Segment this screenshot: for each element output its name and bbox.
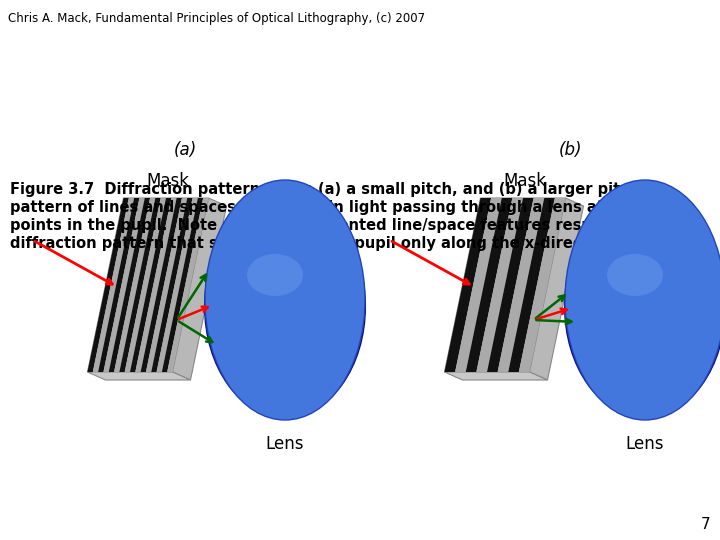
Polygon shape: [444, 198, 491, 372]
Polygon shape: [130, 198, 171, 372]
Text: (a): (a): [174, 141, 197, 159]
Polygon shape: [151, 198, 192, 372]
Polygon shape: [140, 198, 182, 372]
Polygon shape: [120, 198, 161, 372]
Polygon shape: [135, 198, 176, 372]
Polygon shape: [93, 198, 134, 372]
Polygon shape: [125, 198, 166, 372]
Ellipse shape: [205, 180, 365, 420]
Polygon shape: [477, 198, 523, 372]
Polygon shape: [156, 198, 198, 372]
Text: Lens: Lens: [266, 435, 305, 453]
Ellipse shape: [565, 196, 720, 417]
Polygon shape: [88, 198, 129, 372]
Polygon shape: [88, 198, 209, 372]
Polygon shape: [173, 198, 227, 380]
Polygon shape: [167, 198, 209, 372]
Polygon shape: [104, 198, 145, 372]
Text: Figure 3.7  Diffraction patterns from (a) a small pitch, and (b) a larger pitch: Figure 3.7 Diffraction patterns from (a)…: [10, 182, 639, 197]
Text: Mask: Mask: [503, 172, 546, 190]
Ellipse shape: [607, 254, 663, 296]
Polygon shape: [508, 198, 555, 372]
Text: Chris A. Mack, Fundamental Principles of Optical Lithography, (c) 2007: Chris A. Mack, Fundamental Principles of…: [8, 12, 425, 25]
Text: points in the pupil.  Note also that y-oriented line/space features result in a: points in the pupil. Note also that y-or…: [10, 218, 639, 233]
Ellipse shape: [247, 254, 303, 296]
Text: 7: 7: [701, 517, 710, 532]
Polygon shape: [146, 198, 187, 372]
Text: (b): (b): [558, 141, 582, 159]
Polygon shape: [498, 198, 544, 372]
Text: Lens: Lens: [626, 435, 665, 453]
Polygon shape: [519, 198, 565, 372]
Polygon shape: [88, 372, 191, 380]
Ellipse shape: [205, 196, 365, 417]
Ellipse shape: [565, 180, 720, 420]
Polygon shape: [455, 198, 502, 372]
Polygon shape: [109, 198, 150, 372]
Polygon shape: [114, 198, 156, 372]
Polygon shape: [98, 198, 140, 372]
Polygon shape: [466, 198, 513, 372]
Text: diffraction pattern that samples the lens pupil only along the x-direction.: diffraction pattern that samples the len…: [10, 236, 620, 251]
Polygon shape: [529, 198, 583, 380]
Polygon shape: [444, 198, 565, 372]
Polygon shape: [444, 372, 547, 380]
Text: Mask: Mask: [146, 172, 189, 190]
Polygon shape: [487, 198, 534, 372]
Text: pattern of lines and spaces will result in light passing through a lens at diffe: pattern of lines and spaces will result …: [10, 200, 682, 215]
Polygon shape: [162, 198, 203, 372]
